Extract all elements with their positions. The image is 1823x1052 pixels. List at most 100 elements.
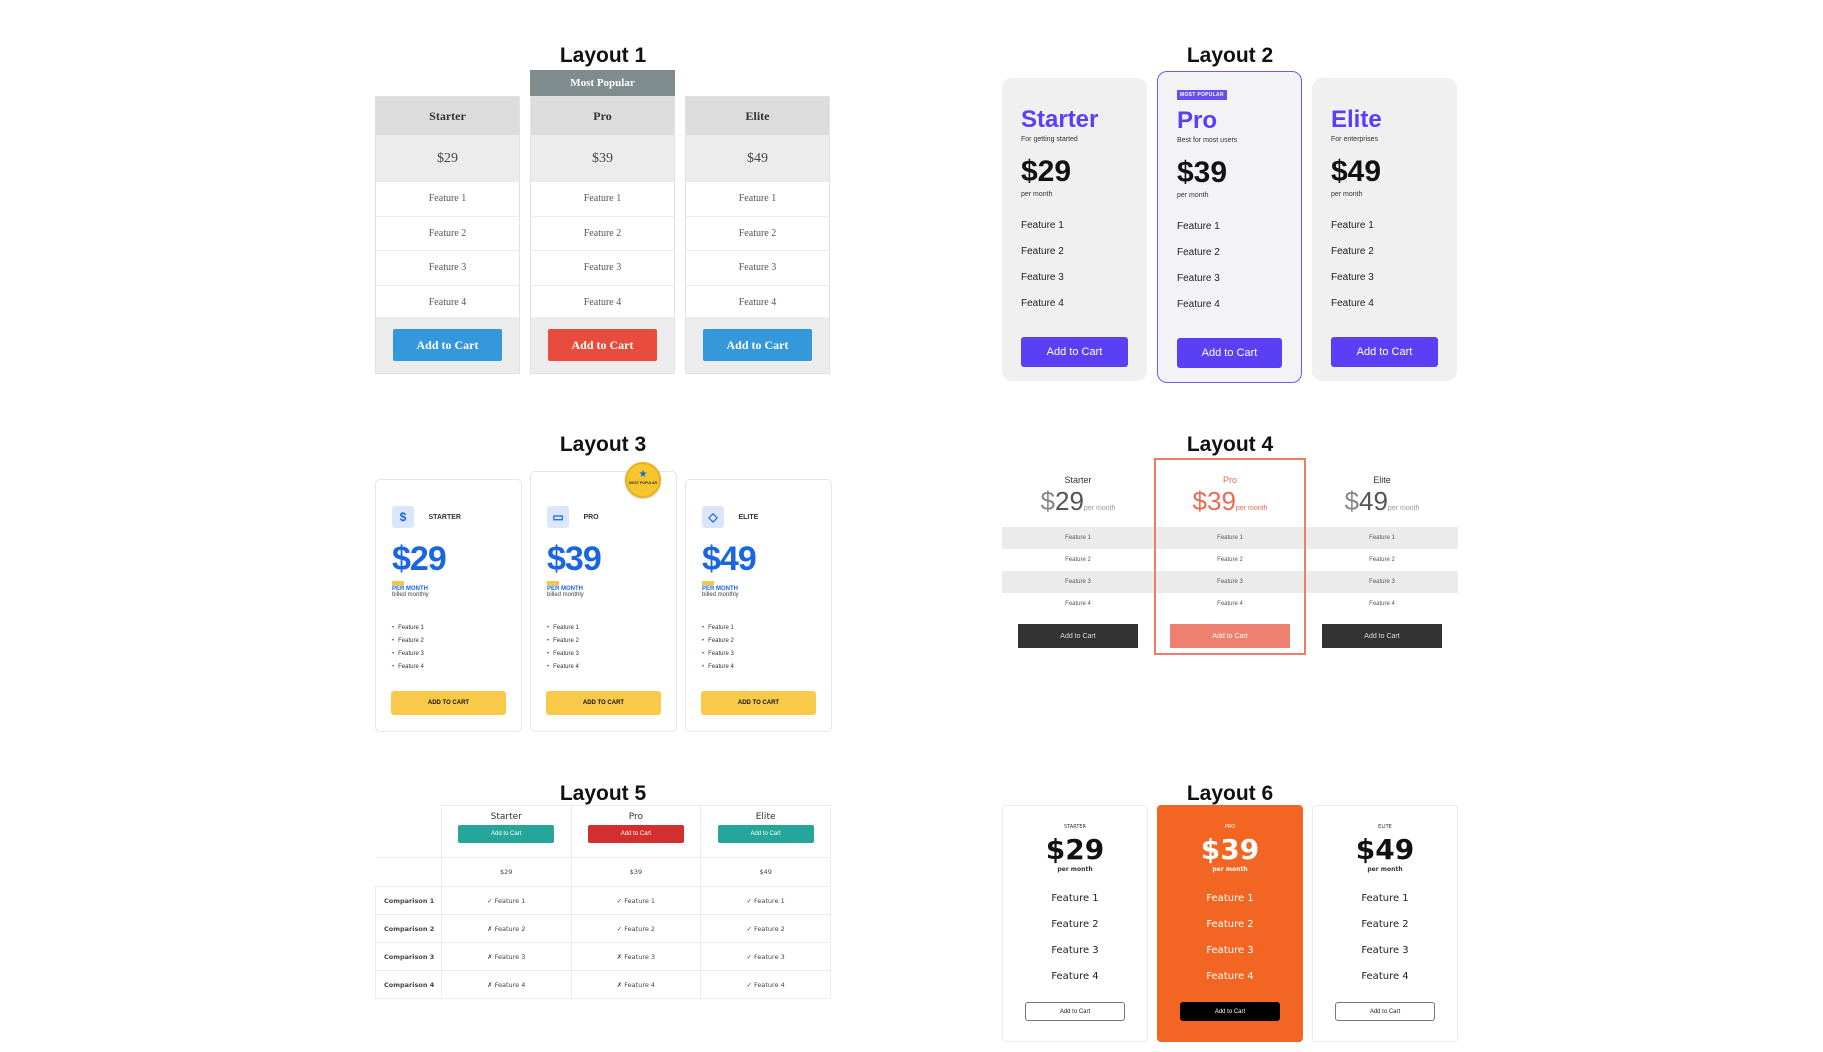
add-to-cart-button[interactable]: Add to Cart <box>393 329 502 361</box>
accent-bar <box>547 581 559 585</box>
plan-name: STARTER <box>1063 824 1087 830</box>
billing-period: per month <box>1367 866 1403 873</box>
add-to-cart-button[interactable]: Add to Cart <box>717 825 814 843</box>
feature-item: Feature 2 <box>1177 247 1220 258</box>
layout-2-pricing-cards: Starter For getting started $29 per mont… <box>1002 70 1458 385</box>
table-row: Comparison 4 ✗ Feature 4 ✗ Feature 4 ✓ F… <box>375 970 831 999</box>
feature-item: Feature 3 <box>1306 571 1458 593</box>
plan-card-starter: STARTER $29 per month Feature 1 Feature … <box>1002 805 1148 1042</box>
table-row: Comparison 3 ✗ Feature 3 ✗ Feature 3 ✓ F… <box>375 942 831 971</box>
comparison-table: Starter Add to Cart Pro Add to Cart Elit… <box>375 805 831 999</box>
add-to-cart-button[interactable]: Add to Cart <box>1018 624 1138 648</box>
add-to-cart-button[interactable]: Add to Cart <box>1177 338 1282 368</box>
layout-6-title: Layout 6 <box>1186 782 1274 805</box>
feature-list: Feature 1 Feature 2 Feature 3 Feature 4 <box>1002 527 1154 615</box>
plan-subtitle: For getting started <box>1021 136 1078 143</box>
list-item: • Feature 1 <box>392 622 505 635</box>
feature-item: Feature 4 <box>1361 971 1409 982</box>
plan-card-pro: MOST POPULAR Pro Best for most users $39… <box>1157 71 1302 383</box>
plan-price: $29 <box>392 540 447 578</box>
feature-text: Feature 2 <box>708 638 734 644</box>
plan-price: $49 <box>686 135 829 182</box>
feature-text: Feature 1 <box>553 625 579 631</box>
plan-name: Pro <box>1222 475 1237 485</box>
feature-item: Feature 2 <box>1331 246 1374 257</box>
feature-item: Feature 3 <box>1361 945 1409 956</box>
add-to-cart-button[interactable]: Add to Cart <box>1335 1002 1435 1021</box>
table-cell: ✓ Feature 4 <box>700 970 831 999</box>
plan-subtitle: Best for most users <box>1177 137 1238 144</box>
list-item: • Feature 4 <box>547 661 660 674</box>
add-to-cart-button[interactable]: Add to Cart <box>1170 624 1290 648</box>
bullet-icon: • <box>547 638 550 644</box>
most-popular-badge: MOST POPULAR <box>1177 90 1227 100</box>
layout-1-pricing-table: Most Popular Starter $29 Feature 1 Featu… <box>375 70 831 375</box>
plan-column-starter: Starter $29per month Feature 1 Feature 2… <box>1002 460 1154 652</box>
bullet-icon: • <box>702 651 705 657</box>
plan-price: $39 <box>1177 156 1228 189</box>
layout-3-title: Layout 3 <box>559 433 647 456</box>
feature-text: Feature 3 <box>708 651 734 657</box>
feature-item: Feature 1 <box>1156 527 1304 549</box>
billing-note: billed monthly <box>702 592 739 598</box>
plan-subtitle: For enterprises <box>1331 136 1379 143</box>
row-label: Comparison 2 <box>375 914 442 943</box>
feature-text: Feature 4 <box>398 664 424 670</box>
add-to-cart-button[interactable]: ADD TO CART <box>701 691 816 715</box>
table-cell: ✗ Feature 3 <box>570 942 702 971</box>
add-to-cart-button[interactable]: Add to Cart <box>587 825 684 843</box>
add-to-cart-button[interactable]: Add to Cart <box>1322 624 1442 648</box>
add-to-cart-button[interactable]: Add to Cart <box>1331 337 1438 367</box>
layout-4-title: Layout 4 <box>1186 433 1274 456</box>
plan-card-pro: ▭ PRO $39 PER MONTH billed monthly • Feat… <box>530 471 677 732</box>
row-label: Comparison 3 <box>375 942 442 971</box>
plan-card-elite: Elite $49 Feature 1 Feature 2 Feature 3 … <box>685 96 830 374</box>
price-row: $29 $39 $49 <box>375 857 831 887</box>
feature-text: Feature 2 <box>553 638 579 644</box>
list-item: • Feature 2 <box>702 635 815 648</box>
empty-cell <box>375 805 442 858</box>
currency-symbol: $ <box>1040 486 1055 516</box>
table-cell: ✗ Feature 4 <box>440 970 572 999</box>
plan-name: Pro <box>1177 107 1218 134</box>
table-row: Comparison 2 ✗ Feature 2 ✓ Feature 2 ✓ F… <box>375 914 831 943</box>
diamond-icon: ◇ <box>702 506 724 528</box>
plan-price: $49 <box>1355 833 1415 866</box>
feature-item: Feature 4 <box>1331 298 1374 309</box>
plan-card-starter: Starter For getting started $29 per mont… <box>1002 78 1147 381</box>
table-cell: ✓ Feature 3 <box>700 942 831 971</box>
plan-header-pro: Pro Add to Cart <box>570 805 702 858</box>
feature-item: Feature 1 <box>1177 221 1220 232</box>
table-cell: ✗ Feature 3 <box>440 942 572 971</box>
feature-list: Feature 1 Feature 2 Feature 3 Feature 4 <box>1306 527 1458 615</box>
add-to-cart-button[interactable]: Add to Cart <box>1180 1002 1280 1021</box>
billing-period: per month <box>1057 866 1093 873</box>
most-popular-badge: ★ MOST POPULAR <box>625 462 661 498</box>
plan-name: Elite <box>755 812 776 822</box>
list-item: • Feature 2 <box>547 635 660 648</box>
price-cell: $39 <box>570 857 702 887</box>
add-to-cart-button[interactable]: Add to Cart <box>458 825 555 843</box>
feature-item: Feature 4 <box>686 286 829 320</box>
most-popular-badge: Most Popular <box>530 70 675 96</box>
add-to-cart-button[interactable]: ADD TO CART <box>391 691 506 715</box>
bullet-icon: • <box>392 651 395 657</box>
plan-name: Starter <box>376 97 519 135</box>
add-to-cart-button[interactable]: ADD TO CART <box>546 691 661 715</box>
feature-text: Feature 1 <box>398 625 424 631</box>
feature-item: Feature 4 <box>1177 299 1220 310</box>
empty-cell <box>375 857 442 887</box>
feature-text: Feature 3 <box>398 651 424 657</box>
add-to-cart-button[interactable]: Add to Cart <box>703 329 812 361</box>
feature-item: Feature 1 <box>1331 220 1374 231</box>
billing-period: per month <box>1083 505 1116 512</box>
add-to-cart-button[interactable]: Add to Cart <box>1021 337 1128 367</box>
feature-item: Feature 1 <box>686 182 829 217</box>
list-item: • Feature 4 <box>702 661 815 674</box>
feature-item: Feature 3 <box>531 251 674 286</box>
add-to-cart-button[interactable]: Add to Cart <box>1025 1002 1125 1021</box>
plan-price: $39per month <box>1156 487 1304 527</box>
list-item: • Feature 4 <box>392 661 505 674</box>
feature-list: Feature 1 Feature 2 Feature 3 Feature 4 <box>1156 527 1304 615</box>
add-to-cart-button[interactable]: Add to Cart <box>548 329 657 361</box>
